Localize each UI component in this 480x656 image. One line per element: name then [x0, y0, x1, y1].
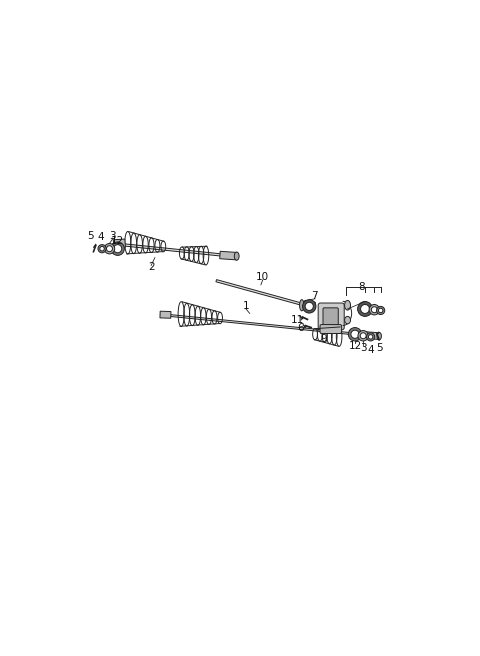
Circle shape [302, 300, 316, 313]
Circle shape [98, 245, 106, 253]
Text: 8: 8 [358, 281, 365, 292]
Ellipse shape [234, 252, 239, 260]
Polygon shape [160, 311, 171, 318]
Circle shape [372, 307, 377, 313]
Text: 11: 11 [291, 315, 304, 325]
Text: 6: 6 [297, 323, 304, 333]
Polygon shape [114, 243, 222, 256]
Polygon shape [216, 279, 306, 306]
Circle shape [360, 333, 366, 338]
Text: 10: 10 [256, 272, 269, 282]
Ellipse shape [345, 300, 350, 310]
Circle shape [368, 335, 373, 339]
Circle shape [100, 247, 104, 251]
Polygon shape [160, 314, 365, 336]
Polygon shape [220, 251, 237, 260]
Circle shape [107, 246, 112, 252]
Polygon shape [114, 240, 123, 247]
Text: 4: 4 [97, 232, 104, 242]
Polygon shape [364, 332, 379, 339]
Ellipse shape [377, 333, 382, 340]
Text: 3: 3 [360, 343, 367, 353]
Text: 5: 5 [377, 343, 383, 353]
Text: 12: 12 [348, 341, 361, 351]
Circle shape [114, 245, 122, 253]
Circle shape [378, 308, 383, 313]
Circle shape [369, 304, 380, 315]
Circle shape [358, 331, 368, 341]
FancyBboxPatch shape [318, 303, 344, 330]
Circle shape [367, 333, 375, 341]
Circle shape [348, 327, 362, 341]
Polygon shape [305, 301, 315, 310]
Circle shape [111, 242, 124, 255]
Ellipse shape [345, 316, 350, 324]
Circle shape [360, 304, 370, 314]
Circle shape [351, 330, 359, 338]
Text: 7: 7 [312, 291, 318, 301]
Ellipse shape [304, 300, 307, 310]
Circle shape [358, 302, 372, 316]
Polygon shape [113, 239, 125, 248]
Ellipse shape [300, 300, 304, 311]
Circle shape [104, 243, 115, 254]
FancyBboxPatch shape [320, 325, 342, 333]
Circle shape [305, 302, 313, 310]
Text: 12: 12 [111, 236, 124, 245]
Circle shape [377, 306, 385, 314]
Text: 1: 1 [243, 301, 249, 311]
Text: 5: 5 [87, 231, 94, 241]
Text: 2: 2 [148, 262, 155, 272]
Text: 3: 3 [109, 231, 116, 241]
Text: 4: 4 [367, 345, 374, 355]
FancyBboxPatch shape [323, 308, 338, 325]
Text: 9: 9 [321, 334, 327, 344]
